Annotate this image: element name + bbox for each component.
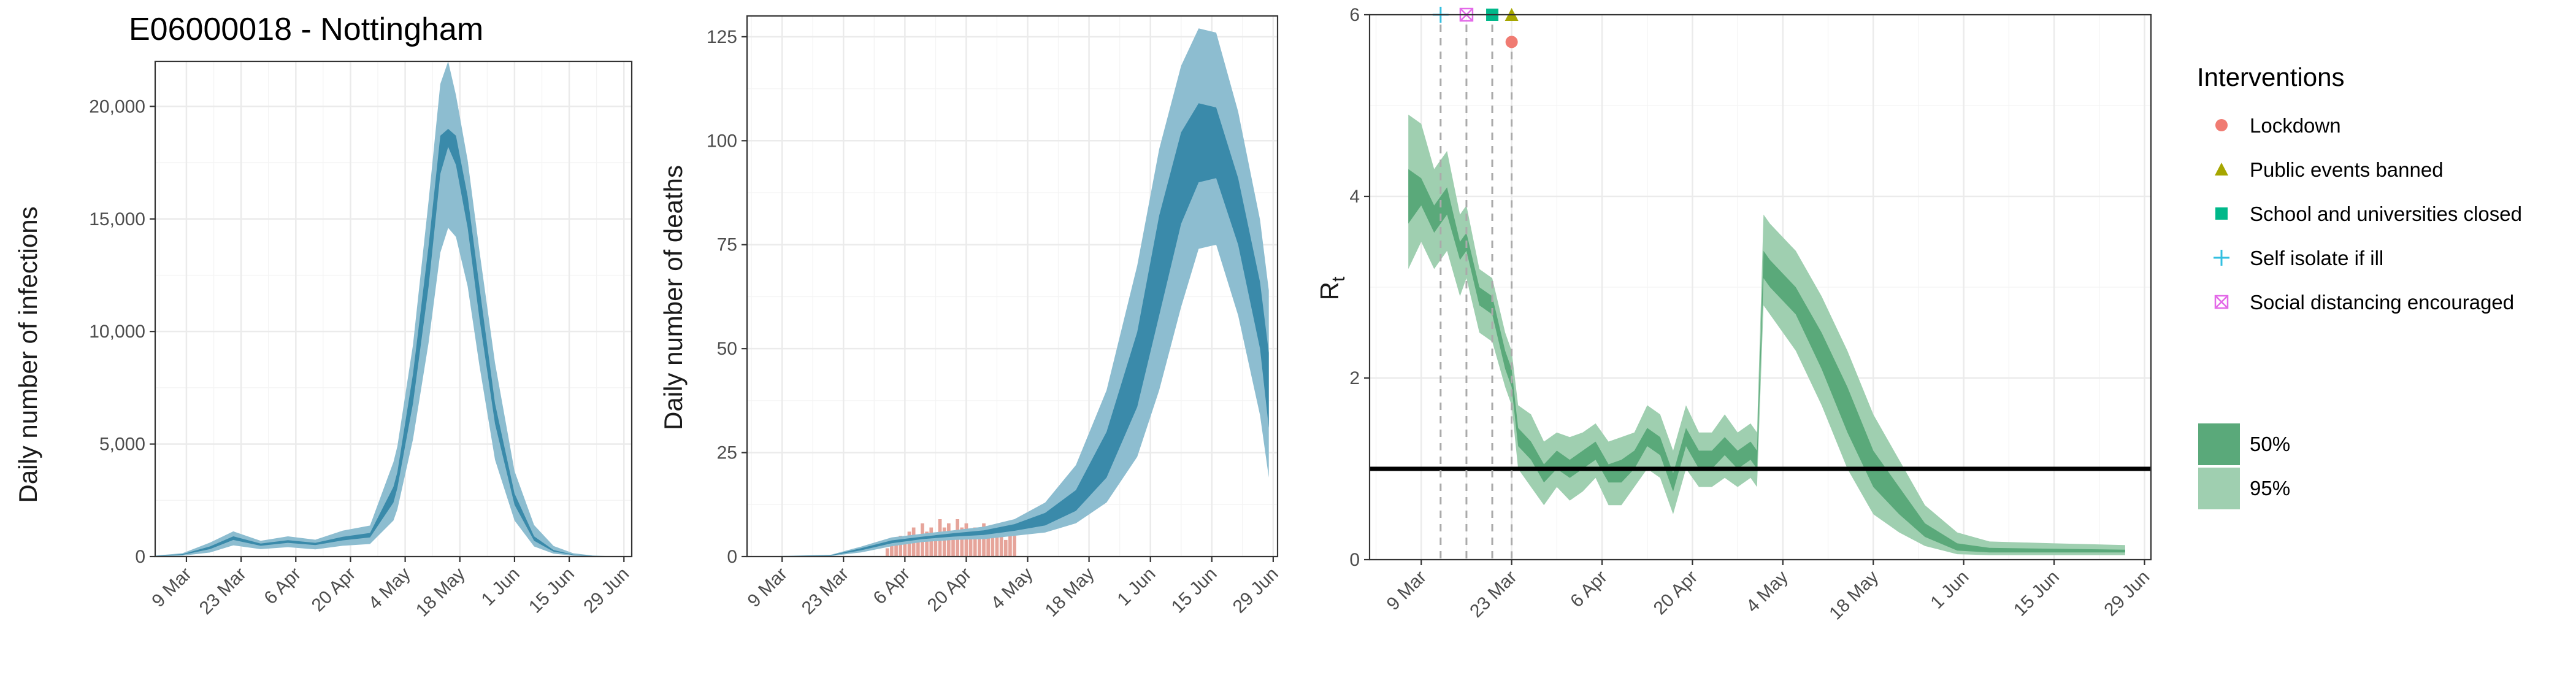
legend-intervals: 50% 95% (2198, 423, 2290, 509)
deaths-y-tick-label: 75 (717, 235, 737, 255)
observed-death-bar (991, 527, 995, 557)
legend-marker-triangle (2215, 163, 2228, 176)
observed-death-bar (951, 531, 955, 557)
observed-death-bar (916, 536, 920, 557)
legend-marker-plus (2214, 250, 2229, 266)
infections-y-tick-label: 5,000 (99, 434, 145, 455)
deaths-y-tick-label: 125 (707, 27, 737, 47)
deaths-y-tick-label: 25 (717, 443, 737, 463)
observed-death-bar (903, 539, 907, 557)
infections-y-tick-label: 15,000 (89, 209, 145, 230)
chart-title: E06000018 - Nottingham (129, 12, 483, 47)
observed-death-bar (973, 527, 977, 557)
deaths-y-tick-label: 0 (727, 547, 737, 567)
deaths-y-tick-label: 50 (717, 339, 737, 359)
deaths-band-95 (747, 28, 1269, 557)
observed-death-bar (982, 523, 986, 557)
observed-death-bar (929, 527, 933, 557)
observed-death-bar (999, 523, 1003, 557)
legend: Interventions Lockdown Public events bann… (2197, 63, 2522, 509)
rt-y-axis-title-subscript: t (1328, 276, 1349, 282)
legend-title: Interventions (2197, 63, 2344, 91)
rt-panel-border (1368, 14, 2152, 561)
observed-death-bar (899, 536, 903, 557)
infections-y-axis-title: Daily number of infections (13, 206, 42, 503)
rt-y-axis-title-main: R (1315, 282, 1344, 300)
observed-death-bar (1013, 536, 1016, 557)
observed-death-bar (964, 523, 968, 557)
observed-death-bar (968, 536, 973, 557)
infections-y-tick-label: 10,000 (89, 322, 145, 342)
rt-y-axis-title: Rt (1315, 276, 1349, 300)
legend-band-label: 95% (2250, 477, 2290, 500)
observed-death-bar (890, 539, 894, 557)
deaths-panel-border (746, 15, 1279, 558)
legend-marker-square (2215, 207, 2228, 220)
observed-death-bar (942, 527, 946, 557)
observed-death-bar (978, 531, 981, 557)
legend-marker-boxcross (2214, 295, 2229, 309)
observed-death-bar (925, 531, 929, 557)
observed-death-bar (1008, 531, 1012, 557)
rt-bands (1370, 7, 2151, 560)
legend-item-label: Lockdown (2250, 114, 2341, 137)
infections-bands (155, 61, 616, 557)
observed-death-bar (933, 536, 938, 557)
observed-death-bar (960, 527, 964, 557)
legend-marker-circle (2215, 119, 2228, 131)
infections-y-tick-label: 20,000 (89, 96, 145, 117)
deaths-y-axis-title: Daily number of deaths (659, 165, 688, 430)
rt-band-95 (1408, 114, 2125, 555)
infections-panel-border (154, 60, 633, 558)
legend-item-label: Self isolate if ill (2250, 247, 2383, 269)
observed-death-bar (995, 531, 999, 557)
rt-y-tick-label: 0 (1349, 550, 1360, 570)
observed-death-bar (1003, 539, 1008, 557)
legend-item-label: Social distancing encouraged (2250, 291, 2514, 314)
legend-band-swatch (2198, 468, 2240, 509)
intervention-marker-circle (1505, 36, 1518, 48)
deaths-bands (747, 28, 1269, 557)
deaths-band-50 (747, 103, 1269, 557)
observed-death-bar (986, 536, 991, 557)
deaths-y-tick-label: 100 (707, 131, 737, 151)
infections-y-tick-label: 0 (135, 547, 145, 567)
rt-y-tick-label: 4 (1349, 187, 1360, 207)
observed-death-bar (894, 544, 898, 557)
legend-band-label: 50% (2250, 433, 2290, 455)
legend-item-label: Public events banned (2250, 158, 2444, 181)
rt-y-tick-label: 6 (1349, 5, 1360, 25)
legend-interventions: Lockdown Public events banned School and u… (2214, 114, 2522, 314)
observed-death-bar (907, 531, 911, 557)
observed-death-bar (885, 548, 889, 557)
legend-item-label: School and universities closed (2250, 203, 2522, 225)
legend-band-swatch (2198, 423, 2240, 465)
rt-y-tick-label: 2 (1349, 368, 1360, 388)
rt-band-50 (1408, 169, 2125, 553)
